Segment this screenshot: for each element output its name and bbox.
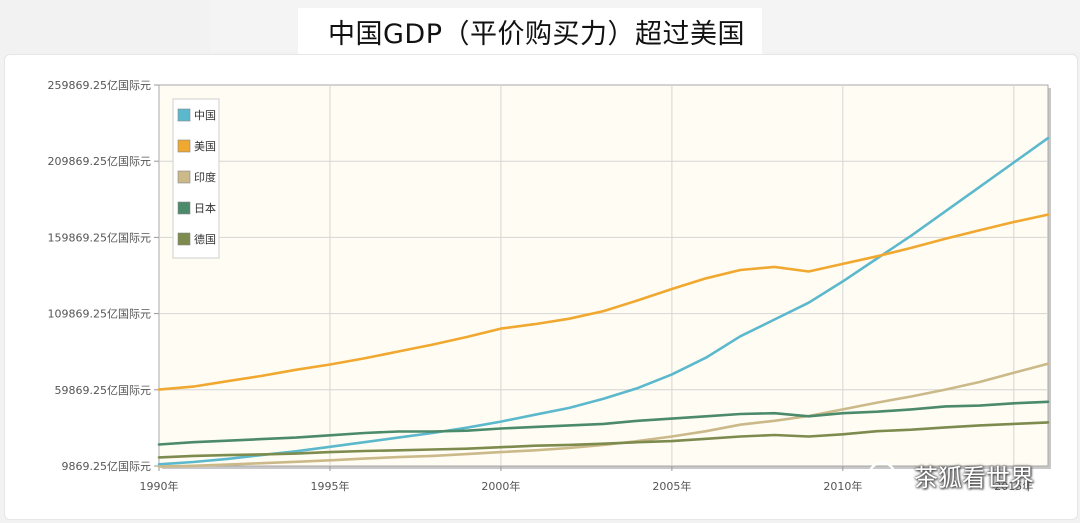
legend-swatch	[177, 232, 191, 246]
legend-swatch	[177, 201, 191, 215]
chart-panel: 1990年 1995年 2000年 2005年 2010年 2015年 9869.25亿国际…	[4, 54, 1078, 520]
line-chart: 1990年 1995年 2000年 2005年 2010年 2015年 9869.25亿国际…	[48, 79, 1051, 493]
legend-label: 中国	[194, 109, 216, 122]
legend-label: 印度	[194, 170, 216, 184]
chart-title: 中国GDP（平价购买力）超过美国	[328, 19, 745, 50]
title-box	[298, 8, 762, 60]
legend-label: 德国	[194, 232, 216, 246]
series-line-德国	[157, 421, 1050, 459]
y-tick-label: 259869.25亿国际元	[48, 79, 152, 92]
y-tick-label: 209869.25亿国际元	[48, 155, 152, 168]
legend-label: 美国	[194, 140, 216, 153]
x-tick-label: 2010年	[823, 479, 862, 493]
watermark: 茶狐看世界	[868, 458, 1034, 493]
x-tick-label: 1990年	[140, 479, 179, 493]
series-line-中国	[157, 136, 1050, 466]
legend-label: 日本	[194, 201, 216, 215]
legend-swatch	[177, 108, 191, 122]
x-tick-label: 2015年	[994, 479, 1033, 493]
x-tick-label: 2005年	[652, 479, 691, 493]
y-tick-label: 9869.25亿国际元	[62, 460, 152, 473]
y-tick-label: 109869.25亿国际元	[48, 308, 152, 321]
legend-box	[172, 98, 220, 259]
legend-swatch	[177, 170, 191, 184]
y-tick-label: 59869.25亿国际元	[55, 384, 152, 397]
x-tick-label: 1995年	[310, 479, 349, 493]
wechat-icon	[868, 461, 905, 489]
watermark-text: 茶狐看世界	[914, 464, 1034, 492]
x-tick-label: 2000年	[481, 479, 520, 493]
y-tick-label: 159869.25亿国际元	[48, 231, 152, 244]
series-line-日本	[157, 400, 1050, 446]
plot-area	[158, 84, 1049, 467]
series-line-美国	[157, 213, 1050, 391]
legend-swatch	[177, 139, 191, 153]
